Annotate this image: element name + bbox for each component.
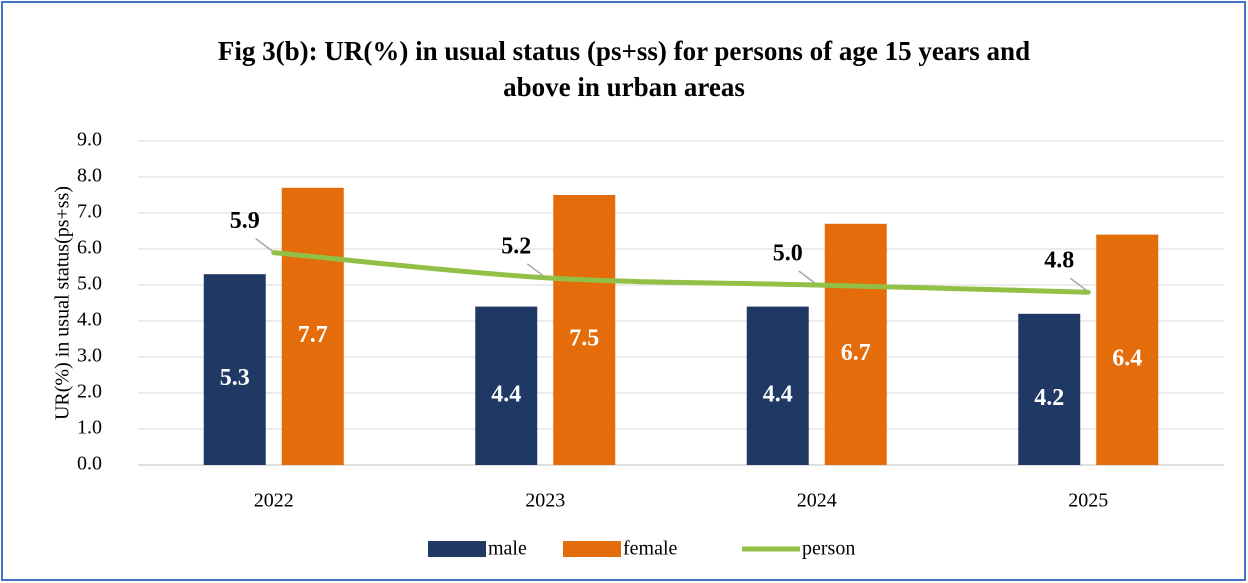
bar-value-label: 4.4	[763, 381, 793, 407]
y-axis-label: UR(%) in usual status(ps+ss)	[52, 186, 74, 420]
bar-value-label: 6.4	[1112, 345, 1142, 371]
bar	[553, 195, 616, 465]
bar	[824, 223, 887, 465]
line-value-label: 5.9	[230, 208, 260, 234]
y-tick-label: 5.0	[77, 273, 102, 295]
y-tick-label: 1.0	[77, 417, 102, 439]
legend-swatch	[428, 541, 486, 557]
y-tick-label: 2.0	[77, 381, 102, 403]
y-tick-label: 8.0	[77, 165, 102, 187]
legend-label: person	[802, 538, 855, 560]
x-tick-label: 2025	[1068, 490, 1108, 512]
bar	[1018, 313, 1081, 465]
y-tick-label: 6.0	[77, 237, 102, 259]
y-tick-label: 0.0	[77, 453, 102, 475]
bar	[475, 306, 538, 465]
bar-value-label: 6.7	[841, 340, 871, 366]
bar-value-label: 5.3	[220, 365, 250, 391]
bar-value-label: 7.5	[569, 326, 599, 352]
y-tick-label: 3.0	[77, 345, 102, 367]
bar	[746, 306, 809, 465]
leader-line	[1069, 277, 1087, 291]
bar-value-label: 4.2	[1034, 385, 1064, 411]
bar	[281, 187, 344, 466]
bar-value-label: 7.7	[298, 322, 328, 348]
chart-title: Fig 3(b): UR(%) in usual status (ps+ss) …	[218, 36, 1030, 66]
leader-line	[798, 270, 816, 284]
y-tick-label: 4.0	[77, 309, 102, 331]
line-value-label: 4.8	[1044, 248, 1074, 274]
x-tick-label: 2024	[797, 490, 837, 512]
y-tick-label: 7.0	[77, 201, 102, 223]
chart-title-line2: above in urban areas	[503, 72, 745, 102]
leader-line	[255, 238, 273, 252]
bar	[203, 274, 266, 465]
legend-label: female	[623, 538, 678, 560]
line	[271, 250, 1091, 295]
legend-label: male	[488, 538, 527, 560]
line-value-label: 5.0	[773, 241, 803, 267]
bar-value-label: 4.4	[491, 381, 521, 407]
bar	[1096, 234, 1159, 465]
legend-swatch	[563, 541, 621, 557]
line-value-label: 5.2	[501, 233, 531, 259]
x-tick-label: 2023	[525, 490, 565, 512]
leader-line	[526, 263, 544, 277]
x-tick-label: 2022	[254, 490, 294, 512]
y-tick-label: 9.0	[77, 129, 102, 151]
